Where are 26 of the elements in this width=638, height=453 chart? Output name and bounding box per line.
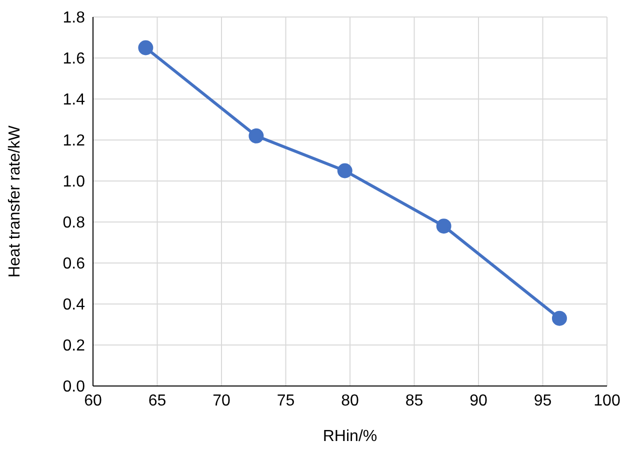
point: [436, 218, 452, 234]
y-tick-label: 1.0: [62, 174, 86, 191]
point: [337, 163, 352, 178]
x-tick-label: 80: [341, 392, 359, 410]
point: [138, 40, 154, 56]
point: [552, 310, 567, 326]
y-tick-label: 1.4: [62, 92, 86, 109]
y-axis-title: Heat transfer rate/kW: [6, 124, 24, 278]
x-tick-label: 65: [148, 392, 166, 410]
y-tick-label: 0.0: [62, 378, 86, 396]
y-tick-label: 1.8: [62, 10, 86, 27]
x-tick-label: 100: [594, 392, 620, 410]
x-tick-label: 75: [276, 392, 295, 410]
x-tick-label: 60: [84, 392, 102, 410]
y-tick-label: 1.2: [62, 132, 86, 150]
x-tick-label: 85: [405, 392, 424, 410]
y-tick-label: 1.6: [62, 50, 86, 68]
x-axis-title: RHin/%: [322, 428, 378, 445]
x-tick-label: 95: [534, 392, 552, 410]
x-tick-label: 70: [212, 392, 230, 410]
y-tick-label: 0.8: [62, 214, 86, 232]
y-tick-label: 0.4: [62, 296, 86, 314]
y-tick-label: 0.2: [62, 338, 86, 355]
x-tick-label: 90: [470, 392, 488, 410]
y-tick-label: 0.6: [62, 256, 86, 273]
point: [248, 128, 264, 144]
